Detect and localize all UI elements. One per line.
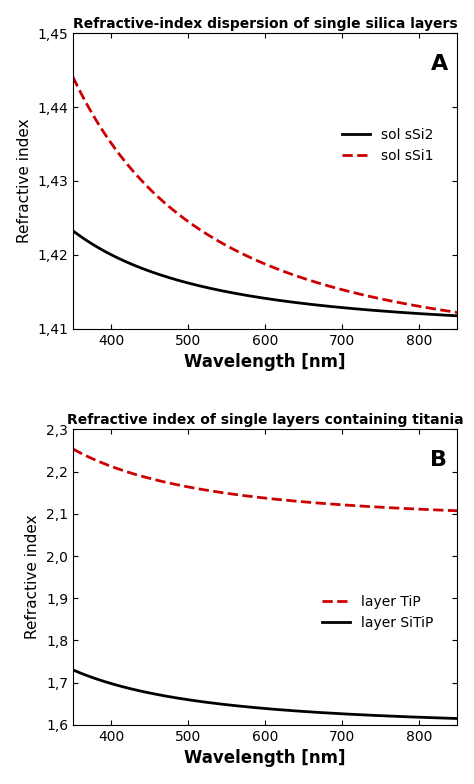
layer SiTiP [293,706,299,716]
Title: Refractive-index dispersion of single silica layers: Refractive-index dispersion of single si… [73,16,457,31]
sol sSi1 [401,299,407,308]
Legend: layer TiP, layer SiTiP: layer TiP, layer SiTiP [317,590,439,636]
layer TiP [94,456,100,465]
sol sSi2 [315,300,321,310]
sol sSi2 [70,226,76,235]
Legend: sol sSi2, sol sSi1: sol sSi2, sol sSi1 [337,122,439,169]
Y-axis label: Refractive index: Refractive index [17,118,32,243]
sol sSi2 [401,308,407,318]
layer TiP [455,506,460,516]
sol sSi1 [303,274,309,284]
Text: B: B [430,450,447,470]
Y-axis label: Refractive index: Refractive index [26,515,40,640]
sol sSi1 [94,116,100,125]
sol sSi2 [94,242,100,252]
X-axis label: Wavelength [nm]: Wavelength [nm] [184,353,346,371]
layer SiTiP [94,674,100,684]
sol sSi2 [455,311,460,321]
Title: Refractive index of single layers containing titania: Refractive index of single layers contai… [67,413,464,426]
layer TiP [401,504,407,514]
Line: sol sSi2: sol sSi2 [73,230,457,316]
layer SiTiP [455,713,460,723]
layer TiP [362,502,367,511]
layer TiP [70,445,76,454]
Line: layer TiP: layer TiP [73,449,457,511]
layer SiTiP [315,708,321,717]
layer TiP [303,497,309,506]
sol sSi2 [293,298,299,307]
sol sSi2 [303,299,309,309]
sol sSi1 [293,271,299,281]
sol sSi1 [362,291,367,300]
layer TiP [293,496,299,506]
X-axis label: Wavelength [nm]: Wavelength [nm] [184,750,346,768]
layer SiTiP [303,707,309,717]
sol sSi1 [455,308,460,318]
layer TiP [315,499,321,508]
Text: A: A [430,54,447,74]
layer SiTiP [362,710,367,720]
layer SiTiP [70,665,76,674]
sol sSi2 [362,305,367,314]
Line: layer SiTiP: layer SiTiP [73,670,457,718]
layer SiTiP [401,712,407,721]
sol sSi1 [315,278,321,288]
Line: sol sSi1: sol sSi1 [73,77,457,313]
sol sSi1 [70,72,76,82]
